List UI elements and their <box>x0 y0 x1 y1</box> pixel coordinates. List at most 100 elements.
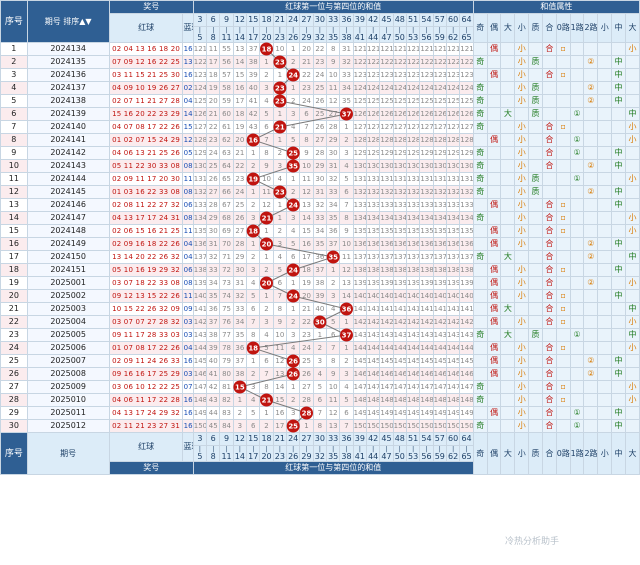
attr-cell <box>528 354 543 368</box>
attr-cell <box>611 224 626 238</box>
footer-scale-top-8: 27 <box>299 432 314 446</box>
sum-cell: 130 <box>419 159 434 173</box>
sum-cell: 130 <box>352 159 368 173</box>
sum-cell: 9 <box>326 367 341 381</box>
attr-cell <box>583 406 599 420</box>
sum-cell: 126 <box>445 107 461 121</box>
scale-sep: | <box>358 27 361 34</box>
sum-cell: 15 <box>299 224 314 238</box>
sum-cell: 137 <box>352 250 368 264</box>
attr-cell <box>514 107 530 121</box>
footer-scale-top-18: 57 <box>432 432 447 446</box>
blue-ball-header: 蓝球 <box>182 13 194 43</box>
attr-cell <box>555 81 571 95</box>
attr-cell <box>528 146 543 160</box>
attr-cell: 中 <box>624 107 640 121</box>
sum-cell: 143 <box>405 328 421 342</box>
sum-cell: 37 <box>206 315 221 329</box>
red-balls: 02 04 13 16 18 20 <box>108 42 184 56</box>
row-number: 29 <box>0 406 28 420</box>
sum-cell: 135 <box>445 224 461 238</box>
sum-cell: 130 <box>392 159 407 173</box>
sum-cell: 123 <box>405 68 421 82</box>
scale-bottom-19: | 62 <box>445 26 461 43</box>
attr-cell: ② <box>583 354 599 368</box>
blue-ball: 11 <box>182 289 194 303</box>
sum-cell: 136 <box>379 237 394 251</box>
attr-cell <box>597 380 613 394</box>
sum-cell: 132 <box>445 185 461 199</box>
sum-cell: 7 <box>312 406 328 420</box>
table-row: 8 2024141 01 02 07 15 24 29 12 128 23 62 20 7 1 5 8… <box>0 133 640 147</box>
sum-cell: 40 <box>246 81 261 95</box>
attr-cell: 奇 <box>472 172 488 186</box>
sum-cell: 128 <box>392 133 407 147</box>
attr-cell: 合 <box>541 367 557 381</box>
attr-cell <box>555 276 571 290</box>
sum-cell: 132 <box>405 185 421 199</box>
sum-cell: 3 <box>246 263 261 277</box>
scale-sep: | <box>358 446 361 453</box>
sum-cell: 132 <box>352 185 368 199</box>
sum-cell: 125 <box>365 94 381 108</box>
sum-ball-cell <box>339 302 354 316</box>
sum-cell: 62 <box>219 133 234 147</box>
sum-cell: 137 <box>459 250 474 264</box>
sum-cell: 127 <box>192 120 208 134</box>
sum-cell: 25 <box>206 159 221 173</box>
scale-bottom-value: 65 <box>461 452 472 461</box>
attr-cell <box>597 133 613 147</box>
issue-number: 2024144 <box>26 172 110 186</box>
sum-cell: 126 <box>405 107 421 121</box>
sum-ball-cell <box>339 328 354 342</box>
attr-cell <box>528 68 543 82</box>
scale-sep: | <box>385 27 388 34</box>
sum-cell: 31 <box>206 237 221 251</box>
sum-cell: 4 <box>339 380 354 394</box>
sum-ball-cell <box>272 55 288 69</box>
sum-cell: 129 <box>192 146 208 160</box>
attr-cell <box>597 289 613 303</box>
sum-cell: 3 <box>286 328 301 342</box>
attr-cell: 奇 <box>472 211 488 225</box>
red-balls: 02 09 11 24 26 33 <box>108 354 184 368</box>
footer-attr-col-0: 奇 <box>472 432 488 475</box>
sum-cell: 144 <box>432 341 447 355</box>
attr-cell: 奇 <box>472 120 488 134</box>
scale-bottom-value: 41 <box>354 33 365 42</box>
attr-cell <box>486 81 502 95</box>
attr-cell <box>555 419 571 433</box>
sum-cell: 24 <box>312 68 328 82</box>
sum-cell: 22 <box>312 42 328 56</box>
sum-cell: 148 <box>392 393 407 407</box>
sum-cell: 134 <box>192 211 208 225</box>
sum-cell: 11 <box>272 341 288 355</box>
issue-number: 2025001 <box>26 276 110 290</box>
sum-ball-cell <box>286 198 301 212</box>
sum-cell: 125 <box>392 94 407 108</box>
sum-cell: 1 <box>339 120 354 134</box>
sum-cell: 10 <box>272 42 288 56</box>
sum-cell: 64 <box>219 159 234 173</box>
attr-cell: 合 <box>541 42 557 56</box>
sum-cell: 123 <box>365 68 381 82</box>
scale-sep: | <box>345 27 348 34</box>
sum-cell: 30 <box>232 263 248 277</box>
sum-cell: 145 <box>379 354 394 368</box>
sum-cell: 133 <box>432 198 447 212</box>
attr-cell <box>528 224 543 238</box>
table-row: 24 2025006 01 07 08 17 22 26 04 144 39 78 36 5 11… <box>0 341 640 355</box>
sum-cell: 2 <box>259 302 274 316</box>
sum-cell: 8 <box>246 328 261 342</box>
sum-cell: 32 <box>339 55 354 69</box>
footer-scale-top-5: 18 <box>259 432 274 446</box>
footer-attr-col-3: 小 <box>514 432 530 475</box>
sum-cell: 131 <box>379 172 394 186</box>
sum-cell: 140 <box>379 289 394 303</box>
attr-cell <box>555 237 571 251</box>
sum-cell: 2 <box>272 224 288 238</box>
sort-label[interactable]: 排序▲▼ <box>60 16 92 26</box>
issue-header[interactable]: 期号 排序▲▼ <box>26 0 110 43</box>
attr-cell <box>597 393 613 407</box>
sum-cell: 142 <box>192 315 208 329</box>
